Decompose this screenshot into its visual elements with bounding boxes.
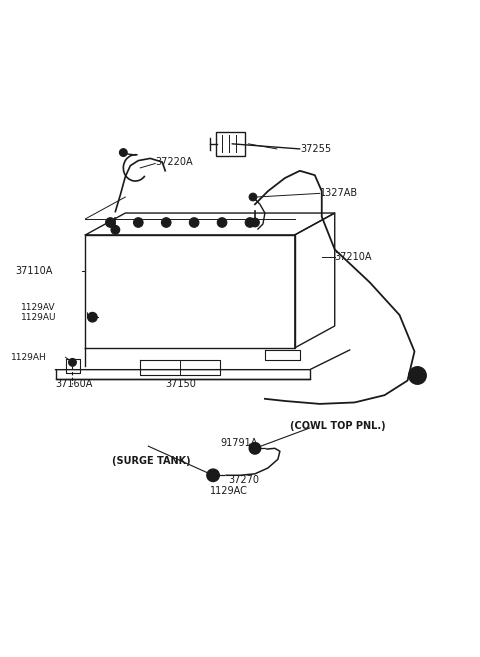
Text: 91791A: 91791A [220,438,257,447]
Circle shape [252,446,257,451]
Circle shape [409,367,426,384]
Text: 37210A: 37210A [335,252,372,261]
Circle shape [210,472,216,478]
Text: 1327AB: 1327AB [320,189,358,198]
FancyBboxPatch shape [216,132,244,156]
Circle shape [161,217,171,227]
Circle shape [120,148,127,156]
Circle shape [249,443,261,454]
Circle shape [111,225,120,234]
Text: 1129AH: 1129AH [11,353,47,362]
Text: (SURGE TANK): (SURGE TANK) [112,456,191,466]
Text: 37150: 37150 [165,379,196,389]
Circle shape [133,217,143,227]
Text: 37220A: 37220A [155,157,193,167]
Text: 37160A: 37160A [56,379,93,389]
Text: 37270: 37270 [228,476,259,486]
Text: 1129AV: 1129AV [21,304,55,312]
Text: (COWL TOP PNL.): (COWL TOP PNL.) [290,420,385,431]
Circle shape [414,372,421,379]
Text: 1129AU: 1129AU [21,313,56,322]
Text: 37110A: 37110A [16,266,53,277]
Text: 37255: 37255 [300,144,331,154]
Circle shape [106,217,115,227]
Circle shape [251,218,259,227]
Circle shape [207,469,219,482]
Circle shape [189,217,199,227]
Text: 1129AC: 1129AC [210,486,248,496]
Circle shape [88,313,97,322]
Circle shape [217,217,227,227]
Circle shape [245,217,255,227]
Circle shape [249,193,257,201]
Circle shape [69,359,76,366]
